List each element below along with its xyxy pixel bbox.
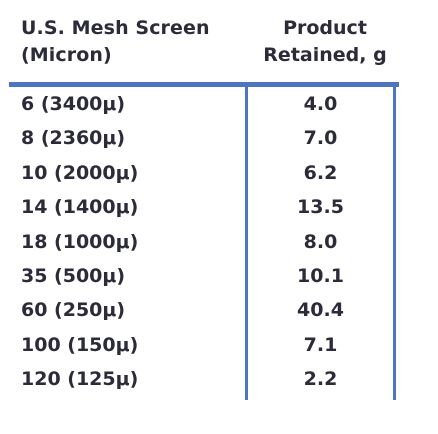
cell-screen: 60 (250μ) xyxy=(21,299,126,322)
table-right-border xyxy=(393,87,396,400)
cell-screen: 100 (150μ) xyxy=(21,333,139,356)
table-row: 120 (125μ) 2.2 xyxy=(9,362,399,396)
table-row: 10 (2000μ) 6.2 xyxy=(9,156,399,190)
table-row: 60 (250μ) 40.4 xyxy=(9,293,399,327)
table-body: 6 (3400μ) 4.0 8 (2360μ) 7.0 10 (2000μ) 6… xyxy=(9,87,399,397)
cell-screen: 14 (1400μ) xyxy=(21,196,139,219)
cell-retained: 2.2 xyxy=(303,368,338,391)
table-row: 100 (150μ) 7.1 xyxy=(9,328,399,362)
header-mesh-screen-line1: U.S. Mesh Screen xyxy=(21,17,210,39)
table-row: 18 (1000μ) 8.0 xyxy=(9,225,399,259)
cell-screen: 18 (1000μ) xyxy=(21,230,139,253)
cell-retained: 40.4 xyxy=(297,299,344,322)
table-row: 35 (500μ) 10.1 xyxy=(9,259,399,293)
header-mesh-screen: U.S. Mesh Screen (Micron) xyxy=(21,15,210,69)
header-product-retained-line2: Retained, g xyxy=(263,44,387,66)
cell-screen: 10 (2000μ) xyxy=(21,161,139,184)
header-product-retained-line1: Product xyxy=(283,17,367,39)
table-row: 14 (1400μ) 13.5 xyxy=(9,190,399,224)
cell-retained: 7.1 xyxy=(303,333,338,356)
cell-screen: 8 (2360μ) xyxy=(21,127,126,150)
cell-screen: 120 (125μ) xyxy=(21,368,139,391)
cell-retained: 7.0 xyxy=(303,127,338,150)
header-product-retained: Product Retained, g xyxy=(251,15,399,69)
cell-retained: 6.2 xyxy=(303,161,338,184)
column-divider xyxy=(245,87,248,400)
cell-retained: 13.5 xyxy=(297,196,344,219)
cell-retained: 4.0 xyxy=(303,93,338,115)
mesh-screen-table: U.S. Mesh Screen (Micron) Product Retain… xyxy=(9,0,399,400)
cell-retained: 8.0 xyxy=(303,230,338,253)
cell-retained: 10.1 xyxy=(297,264,344,287)
table-header: U.S. Mesh Screen (Micron) Product Retain… xyxy=(9,0,399,82)
table-row: 6 (3400μ) 4.0 xyxy=(9,87,399,121)
cell-screen: 35 (500μ) xyxy=(21,264,126,287)
header-divider xyxy=(9,82,399,87)
cell-screen: 6 (3400μ) xyxy=(21,93,126,115)
table-row: 8 (2360μ) 7.0 xyxy=(9,121,399,155)
header-mesh-screen-line2: (Micron) xyxy=(21,44,112,66)
